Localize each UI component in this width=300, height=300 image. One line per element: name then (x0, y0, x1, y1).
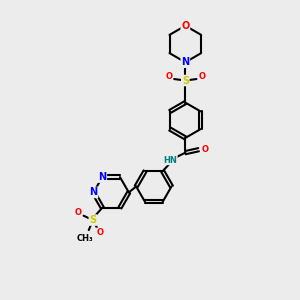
Text: O: O (165, 72, 172, 81)
Text: HN: HN (163, 155, 177, 164)
Text: O: O (75, 208, 82, 217)
Text: S: S (89, 215, 96, 225)
Text: N: N (181, 57, 189, 67)
Text: S: S (182, 76, 189, 85)
Text: N: N (98, 172, 106, 182)
Text: O: O (202, 145, 208, 154)
Text: O: O (181, 21, 190, 31)
Text: O: O (97, 228, 104, 237)
Text: O: O (198, 72, 205, 81)
Text: CH₃: CH₃ (76, 234, 93, 243)
Text: N: N (89, 188, 98, 197)
